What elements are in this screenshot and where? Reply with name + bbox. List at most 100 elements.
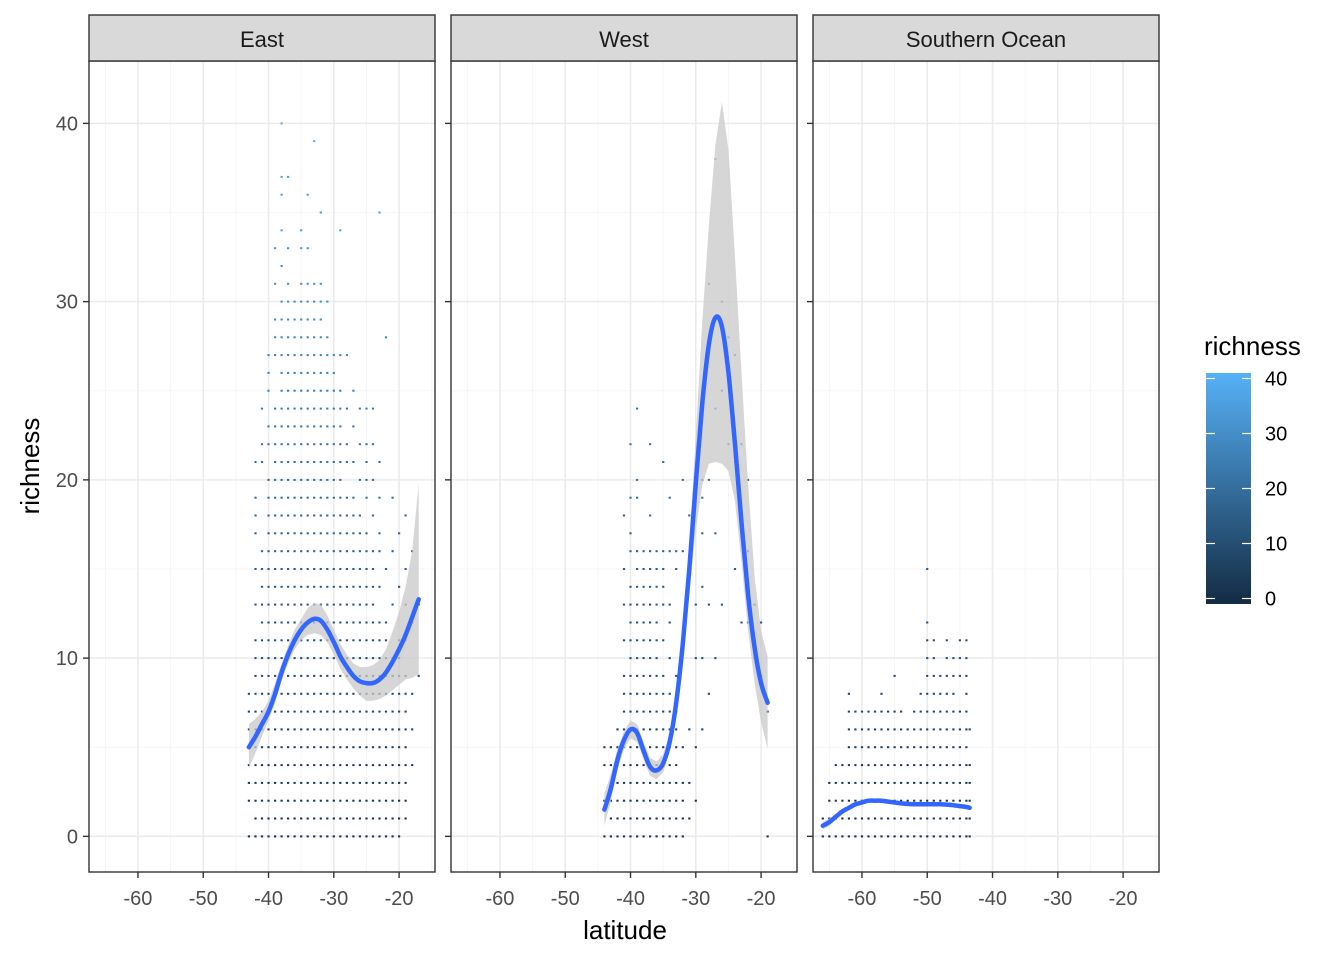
data-point: [707, 603, 710, 606]
data-point: [649, 692, 652, 695]
data-point: [280, 657, 283, 660]
data-point: [332, 621, 335, 624]
data-point: [681, 478, 684, 481]
data-point: [681, 746, 684, 749]
data-point: [939, 764, 942, 767]
data-point: [287, 692, 290, 695]
data-point: [655, 568, 658, 570]
data-point: [378, 835, 381, 838]
data-point: [675, 781, 678, 784]
confidence-band: [248, 483, 419, 769]
data-point: [603, 835, 606, 838]
data-point: [688, 817, 691, 820]
data-point: [919, 817, 922, 820]
data-point: [358, 639, 361, 642]
data-point: [293, 496, 296, 499]
data-point: [720, 603, 723, 606]
data-point: [313, 425, 316, 428]
data-point: [404, 817, 407, 820]
smooth-line: [820, 798, 972, 828]
data-point: [952, 764, 955, 767]
data-point: [398, 835, 401, 838]
data-point: [906, 728, 909, 731]
data-point: [958, 728, 961, 731]
data-point: [965, 746, 968, 749]
data-point: [339, 229, 342, 232]
data-point: [332, 354, 335, 357]
data-point: [332, 817, 335, 820]
data-point: [332, 585, 335, 588]
data-point: [694, 799, 697, 802]
data-point: [636, 710, 639, 713]
data-point: [365, 728, 368, 731]
data-point: [926, 728, 929, 731]
facet-panel-west: West -60 -50 -40 -30 -20: [445, 14, 798, 910]
data-point: [352, 425, 355, 428]
data-point: [900, 799, 903, 802]
data-point: [319, 835, 322, 838]
data-point: [260, 461, 264, 463]
data-point: [622, 674, 626, 677]
data-point: [332, 371, 335, 374]
data-point: [326, 550, 329, 553]
data-point: [287, 835, 290, 838]
data-point: [365, 799, 368, 802]
data-point: [945, 692, 948, 695]
data-point: [675, 568, 678, 570]
data-point: [926, 674, 929, 677]
data-point: [860, 781, 864, 784]
data-point: [358, 568, 361, 570]
data-point: [345, 746, 348, 749]
data-point: [313, 728, 316, 731]
data-point: [655, 835, 658, 838]
data-point: [287, 603, 290, 606]
data-point: [655, 692, 658, 695]
data-point: [847, 728, 850, 731]
data-point: [319, 639, 322, 642]
data-point: [326, 764, 329, 767]
data-point: [339, 603, 342, 606]
data-point: [384, 710, 388, 713]
data-point: [254, 657, 257, 660]
data-point: [893, 746, 896, 749]
data-point: [319, 514, 322, 517]
data-point: [287, 247, 290, 250]
data-point: [287, 478, 290, 481]
data-point: [873, 728, 877, 731]
data-point: [913, 764, 916, 767]
data-point: [668, 764, 671, 767]
data-point: [662, 692, 665, 695]
data-point: [766, 835, 769, 838]
data-point: [636, 478, 639, 481]
data-point: [352, 657, 355, 660]
data-point: [332, 568, 335, 570]
data-point: [247, 781, 250, 784]
data-point: [847, 764, 850, 767]
data-point: [952, 781, 955, 784]
data-point: [280, 781, 283, 784]
data-point: [358, 710, 361, 713]
data-point: [636, 692, 639, 695]
data-point: [339, 728, 342, 731]
data-point: [326, 514, 329, 517]
data-point: [919, 781, 922, 784]
data-point: [313, 657, 316, 660]
y-tick-label: 0: [67, 826, 78, 848]
data-point: [649, 799, 652, 802]
data-point: [952, 692, 955, 695]
data-point: [345, 585, 348, 588]
data-point: [352, 461, 355, 463]
legend-tick-label: 30: [1265, 424, 1287, 446]
data-point: [332, 657, 335, 660]
data-point: [313, 692, 316, 695]
data-point: [629, 817, 632, 820]
data-point: [668, 817, 671, 820]
data-point: [332, 799, 335, 802]
data-point: [260, 585, 264, 588]
data-point: [965, 692, 968, 695]
data-point: [280, 728, 283, 731]
data-point: [287, 710, 290, 713]
data-point: [352, 603, 355, 606]
data-point: [649, 514, 652, 517]
data-point: [834, 835, 837, 838]
